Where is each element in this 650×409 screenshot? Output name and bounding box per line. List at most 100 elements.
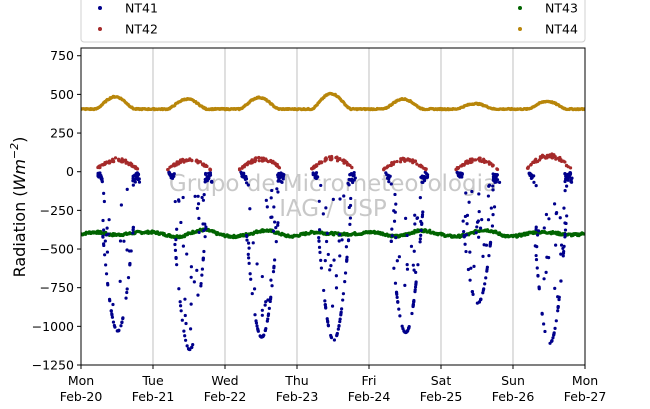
- nt41-point: [189, 275, 193, 279]
- nt42-point: [257, 159, 261, 163]
- nt42-point: [399, 157, 403, 161]
- nt41-point: [265, 205, 269, 209]
- nt41-point: [558, 216, 562, 220]
- nt41-point: [109, 309, 113, 313]
- nt41-point: [542, 322, 546, 326]
- nt41-point: [426, 173, 430, 177]
- nt41-point: [276, 190, 280, 194]
- nt42-point: [208, 167, 212, 171]
- nt41-point: [486, 194, 491, 198]
- nt41-point: [191, 343, 195, 347]
- nt42-point: [418, 163, 423, 168]
- nt41-point: [102, 191, 106, 195]
- nt41-point: [263, 328, 267, 332]
- nt42-point: [109, 159, 113, 163]
- nt41-point: [252, 287, 257, 291]
- nt41-point: [137, 180, 142, 184]
- nt41-point: [259, 334, 263, 339]
- nt41-point: [267, 306, 271, 310]
- y-tick-label: −1000: [32, 319, 74, 334]
- nt41-point: [559, 252, 563, 256]
- nt42-point: [184, 159, 189, 163]
- nt41-point: [491, 184, 495, 188]
- nt41-point: [484, 276, 488, 280]
- nt41-point: [280, 180, 284, 184]
- nt41-point: [249, 277, 253, 281]
- nt41-point: [125, 290, 129, 295]
- nt41-point: [392, 219, 397, 223]
- nt41-point: [317, 239, 321, 243]
- nt41-point: [405, 233, 409, 238]
- nt41-point: [348, 222, 352, 226]
- nt41-point: [273, 258, 277, 262]
- nt41-point: [195, 206, 200, 210]
- nt41-point: [331, 197, 335, 201]
- legend-marker: [518, 27, 522, 31]
- nt41-point: [394, 202, 398, 206]
- nt41-point: [254, 319, 258, 323]
- nt41-point: [271, 270, 276, 274]
- nt41-point: [562, 206, 566, 210]
- nt41-point: [179, 220, 183, 225]
- nt41-point: [247, 261, 251, 265]
- nt41-point: [564, 221, 568, 226]
- nt41-point: [339, 313, 343, 317]
- nt41-point: [105, 250, 110, 254]
- nt41-point: [129, 249, 133, 253]
- nt41-point: [421, 210, 425, 214]
- nt42-point: [314, 163, 319, 167]
- nt41-point: [276, 223, 280, 227]
- nt41-point: [250, 291, 254, 296]
- nt41-point: [479, 297, 483, 301]
- nt41-point: [405, 267, 410, 271]
- nt41-point: [464, 191, 468, 195]
- watermark-line-1: Grupo de Micrometeorologia: [169, 171, 497, 197]
- nt41-point: [181, 244, 185, 248]
- nt41-point: [311, 173, 315, 177]
- nt41-point: [247, 246, 251, 250]
- nt41-point: [195, 268, 199, 272]
- nt41-point: [563, 179, 567, 184]
- nt41-point: [393, 281, 398, 285]
- nt41-point: [328, 268, 332, 272]
- nt41-point: [207, 176, 211, 180]
- nt42-point: [480, 159, 484, 164]
- nt41-point: [462, 230, 466, 234]
- nt42-point: [335, 159, 340, 163]
- x-tick-label-day: Mon: [572, 373, 598, 388]
- nt41-point: [397, 307, 401, 311]
- nt41-point: [113, 325, 117, 329]
- nt41-point: [266, 317, 270, 321]
- nt42-point: [454, 167, 458, 172]
- nt41-point: [269, 278, 273, 282]
- nt41-point: [319, 266, 324, 270]
- nt41-point: [559, 243, 564, 247]
- nt41-point: [540, 311, 544, 315]
- nt41-point: [332, 258, 336, 262]
- nt41-point: [245, 238, 249, 242]
- nt41-point: [324, 206, 328, 210]
- nt41-point: [185, 344, 189, 348]
- nt41-point: [466, 267, 470, 272]
- nt42-point: [265, 158, 269, 163]
- nt41-point: [491, 177, 496, 181]
- nt41-point: [393, 192, 397, 197]
- nt41-point: [104, 233, 109, 237]
- nt41-point: [542, 226, 546, 230]
- nt42-point: [529, 163, 533, 167]
- nt41-point: [419, 219, 423, 224]
- nt41-point: [465, 222, 469, 226]
- nt42-point: [173, 162, 178, 166]
- nt41-point: [271, 229, 276, 233]
- nt41-point: [421, 180, 425, 184]
- nt41-point: [481, 288, 485, 292]
- nt41-point: [413, 288, 417, 292]
- nt41-point: [468, 250, 472, 254]
- nt41-point: [135, 175, 139, 179]
- nt41-point: [409, 244, 414, 248]
- nt41-point: [563, 172, 567, 176]
- nt41-point: [565, 214, 569, 218]
- nt41-point: [486, 218, 491, 222]
- nt41-point: [196, 202, 201, 206]
- nt41-point: [200, 273, 204, 277]
